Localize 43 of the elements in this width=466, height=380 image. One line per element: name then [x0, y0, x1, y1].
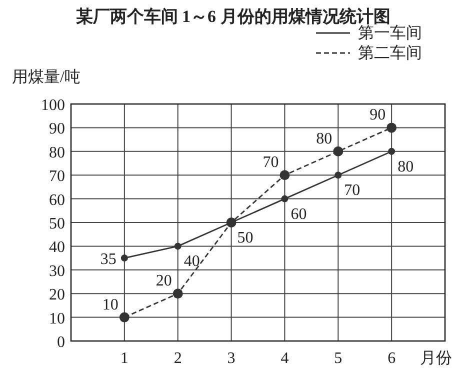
- ytick: 100: [41, 97, 65, 114]
- xlabel: 月份: [420, 350, 452, 367]
- label: 70: [344, 182, 360, 200]
- point: [388, 148, 396, 155]
- ytick: 70: [49, 168, 65, 186]
- point: [334, 172, 342, 179]
- ytick: 50: [49, 216, 65, 232]
- title: 某厂两个车间 1～6 月份的用煤情况统计图: [76, 7, 390, 26]
- ytick: 60: [49, 192, 65, 209]
- xtick: 1: [120, 350, 128, 367]
- ylabel: 用煤量/吨: [12, 69, 80, 86]
- label: 40: [184, 253, 200, 270]
- ytick: 20: [49, 286, 65, 304]
- xtick: 2: [174, 350, 182, 367]
- xtick: 4: [280, 350, 289, 367]
- ytick: 40: [49, 239, 65, 256]
- label: 80: [398, 158, 414, 176]
- point: [119, 312, 130, 322]
- xtick: 5: [334, 350, 342, 367]
- ytick: 10: [49, 310, 65, 328]
- point: [172, 288, 183, 299]
- label: 60: [290, 206, 307, 223]
- ytick: 30: [49, 262, 65, 280]
- point: [174, 242, 182, 250]
- label: 10: [102, 296, 118, 314]
- label: 70: [262, 154, 279, 172]
- point: [120, 254, 128, 262]
- ytick: 80: [49, 144, 65, 162]
- label: 50: [237, 230, 254, 246]
- legend: 第二车间: [358, 45, 422, 62]
- point: [281, 195, 288, 202]
- point: [280, 170, 290, 180]
- ytick: 0: [57, 334, 65, 351]
- label: 90: [370, 106, 386, 124]
- legend: 第一车间: [358, 25, 422, 42]
- label: 80: [316, 130, 332, 148]
- label: 20: [156, 272, 172, 290]
- point: [333, 146, 344, 156]
- label: 35: [100, 251, 116, 268]
- point: [386, 122, 397, 133]
- xtick: 3: [227, 350, 236, 367]
- xtick: 6: [388, 350, 396, 367]
- ytick: 90: [49, 120, 65, 138]
